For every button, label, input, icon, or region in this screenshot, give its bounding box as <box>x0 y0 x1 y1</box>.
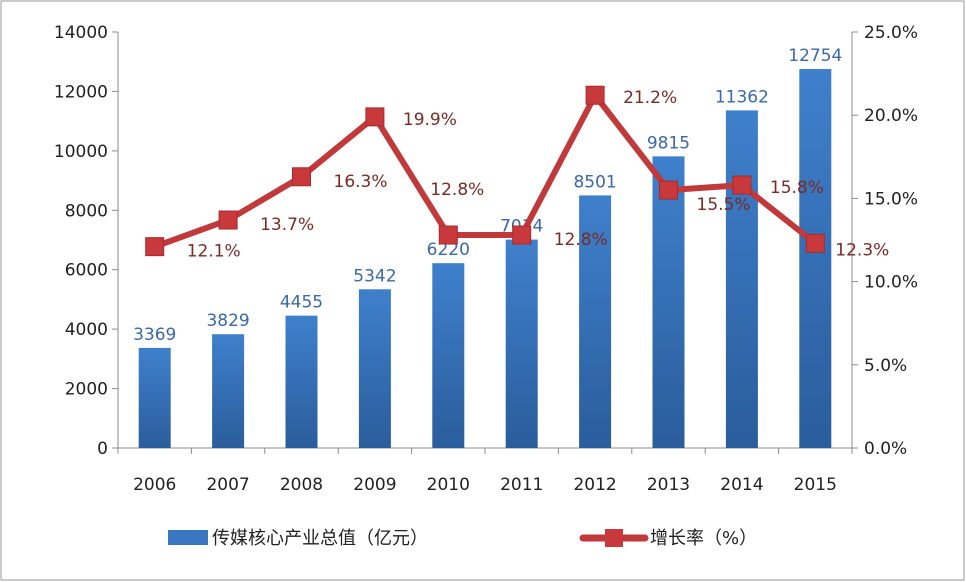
growth-marker <box>732 175 752 195</box>
bar <box>138 347 171 448</box>
legend-bar-swatch <box>168 530 208 545</box>
left-tick-label: 12000 <box>54 82 108 102</box>
bar <box>652 156 685 448</box>
growth-marker <box>512 225 532 245</box>
growth-value-label: 19.9% <box>403 110 457 130</box>
right-tick-label: 20.0% <box>864 106 918 126</box>
growth-value-label: 15.5% <box>697 195 751 215</box>
growth-marker <box>292 167 311 187</box>
bar-value-label: 12754 <box>788 46 842 66</box>
bar <box>432 263 465 448</box>
growth-marker <box>585 85 605 105</box>
left-tick-label: 4000 <box>65 320 108 340</box>
growth-value-label: 12.8% <box>554 230 608 250</box>
bar-value-label: 8501 <box>573 172 616 192</box>
growth-marker <box>365 107 385 127</box>
left-tick-label: 10000 <box>54 142 108 162</box>
growth-line <box>153 92 818 250</box>
growth-marker <box>218 210 238 230</box>
x-tick-label: 2007 <box>206 475 249 495</box>
left-tick-label: 6000 <box>65 261 108 281</box>
bar <box>285 315 318 448</box>
left-tick-label: 8000 <box>65 201 108 221</box>
growth-value-label: 13.7% <box>260 215 314 235</box>
x-tick-label: 2012 <box>573 475 616 495</box>
right-tick-label: 25.0% <box>864 23 918 43</box>
left-tick-label: 0 <box>97 439 108 459</box>
x-tick-label: 2013 <box>647 475 690 495</box>
bar-value-label: 3829 <box>206 311 249 331</box>
growth-marker <box>805 233 825 253</box>
bar <box>725 110 758 448</box>
bar-value-label: 11362 <box>715 87 769 107</box>
x-tick-label: 2015 <box>794 475 837 495</box>
bar <box>799 69 832 449</box>
x-tick-label: 2011 <box>500 475 543 495</box>
bar-value-label: 9815 <box>647 133 690 153</box>
growth-value-label: 12.1% <box>187 242 241 262</box>
bar <box>505 239 538 448</box>
bar-value-label: 5342 <box>353 266 396 286</box>
growth-value-label: 12.3% <box>835 240 889 260</box>
growth-marker <box>145 237 165 257</box>
growth-marker <box>659 180 678 200</box>
growth-value-label: 15.8% <box>770 178 824 198</box>
bar <box>212 334 245 448</box>
x-tick-label: 2010 <box>427 475 470 495</box>
x-tick-label: 2009 <box>353 475 396 495</box>
bar-value-label: 6220 <box>427 240 470 260</box>
right-tick-label: 5.0% <box>864 356 907 376</box>
legend-bar-label: 传媒核心产业总值（亿元） <box>212 528 428 549</box>
left-tick-label: 14000 <box>54 23 108 43</box>
bar <box>358 289 391 448</box>
legend-line-marker <box>605 529 623 547</box>
bar-value-label: 3369 <box>133 325 176 345</box>
bar <box>579 195 612 448</box>
right-tick-label: 15.0% <box>864 189 918 209</box>
growth-marker <box>438 225 458 245</box>
x-tick-label: 2006 <box>133 475 176 495</box>
left-tick-label: 2000 <box>65 380 108 400</box>
bar-value-label: 4455 <box>280 293 323 313</box>
legend-line-label: 增长率（%） <box>650 528 757 549</box>
growth-value-label: 12.8% <box>430 180 484 200</box>
x-tick-label: 2014 <box>720 475 763 495</box>
right-tick-label: 10.0% <box>864 273 918 293</box>
growth-value-label: 21.2% <box>623 88 677 108</box>
growth-value-label: 16.3% <box>334 172 388 192</box>
x-tick-label: 2008 <box>280 475 323 495</box>
right-tick-label: 0.0% <box>864 439 907 459</box>
